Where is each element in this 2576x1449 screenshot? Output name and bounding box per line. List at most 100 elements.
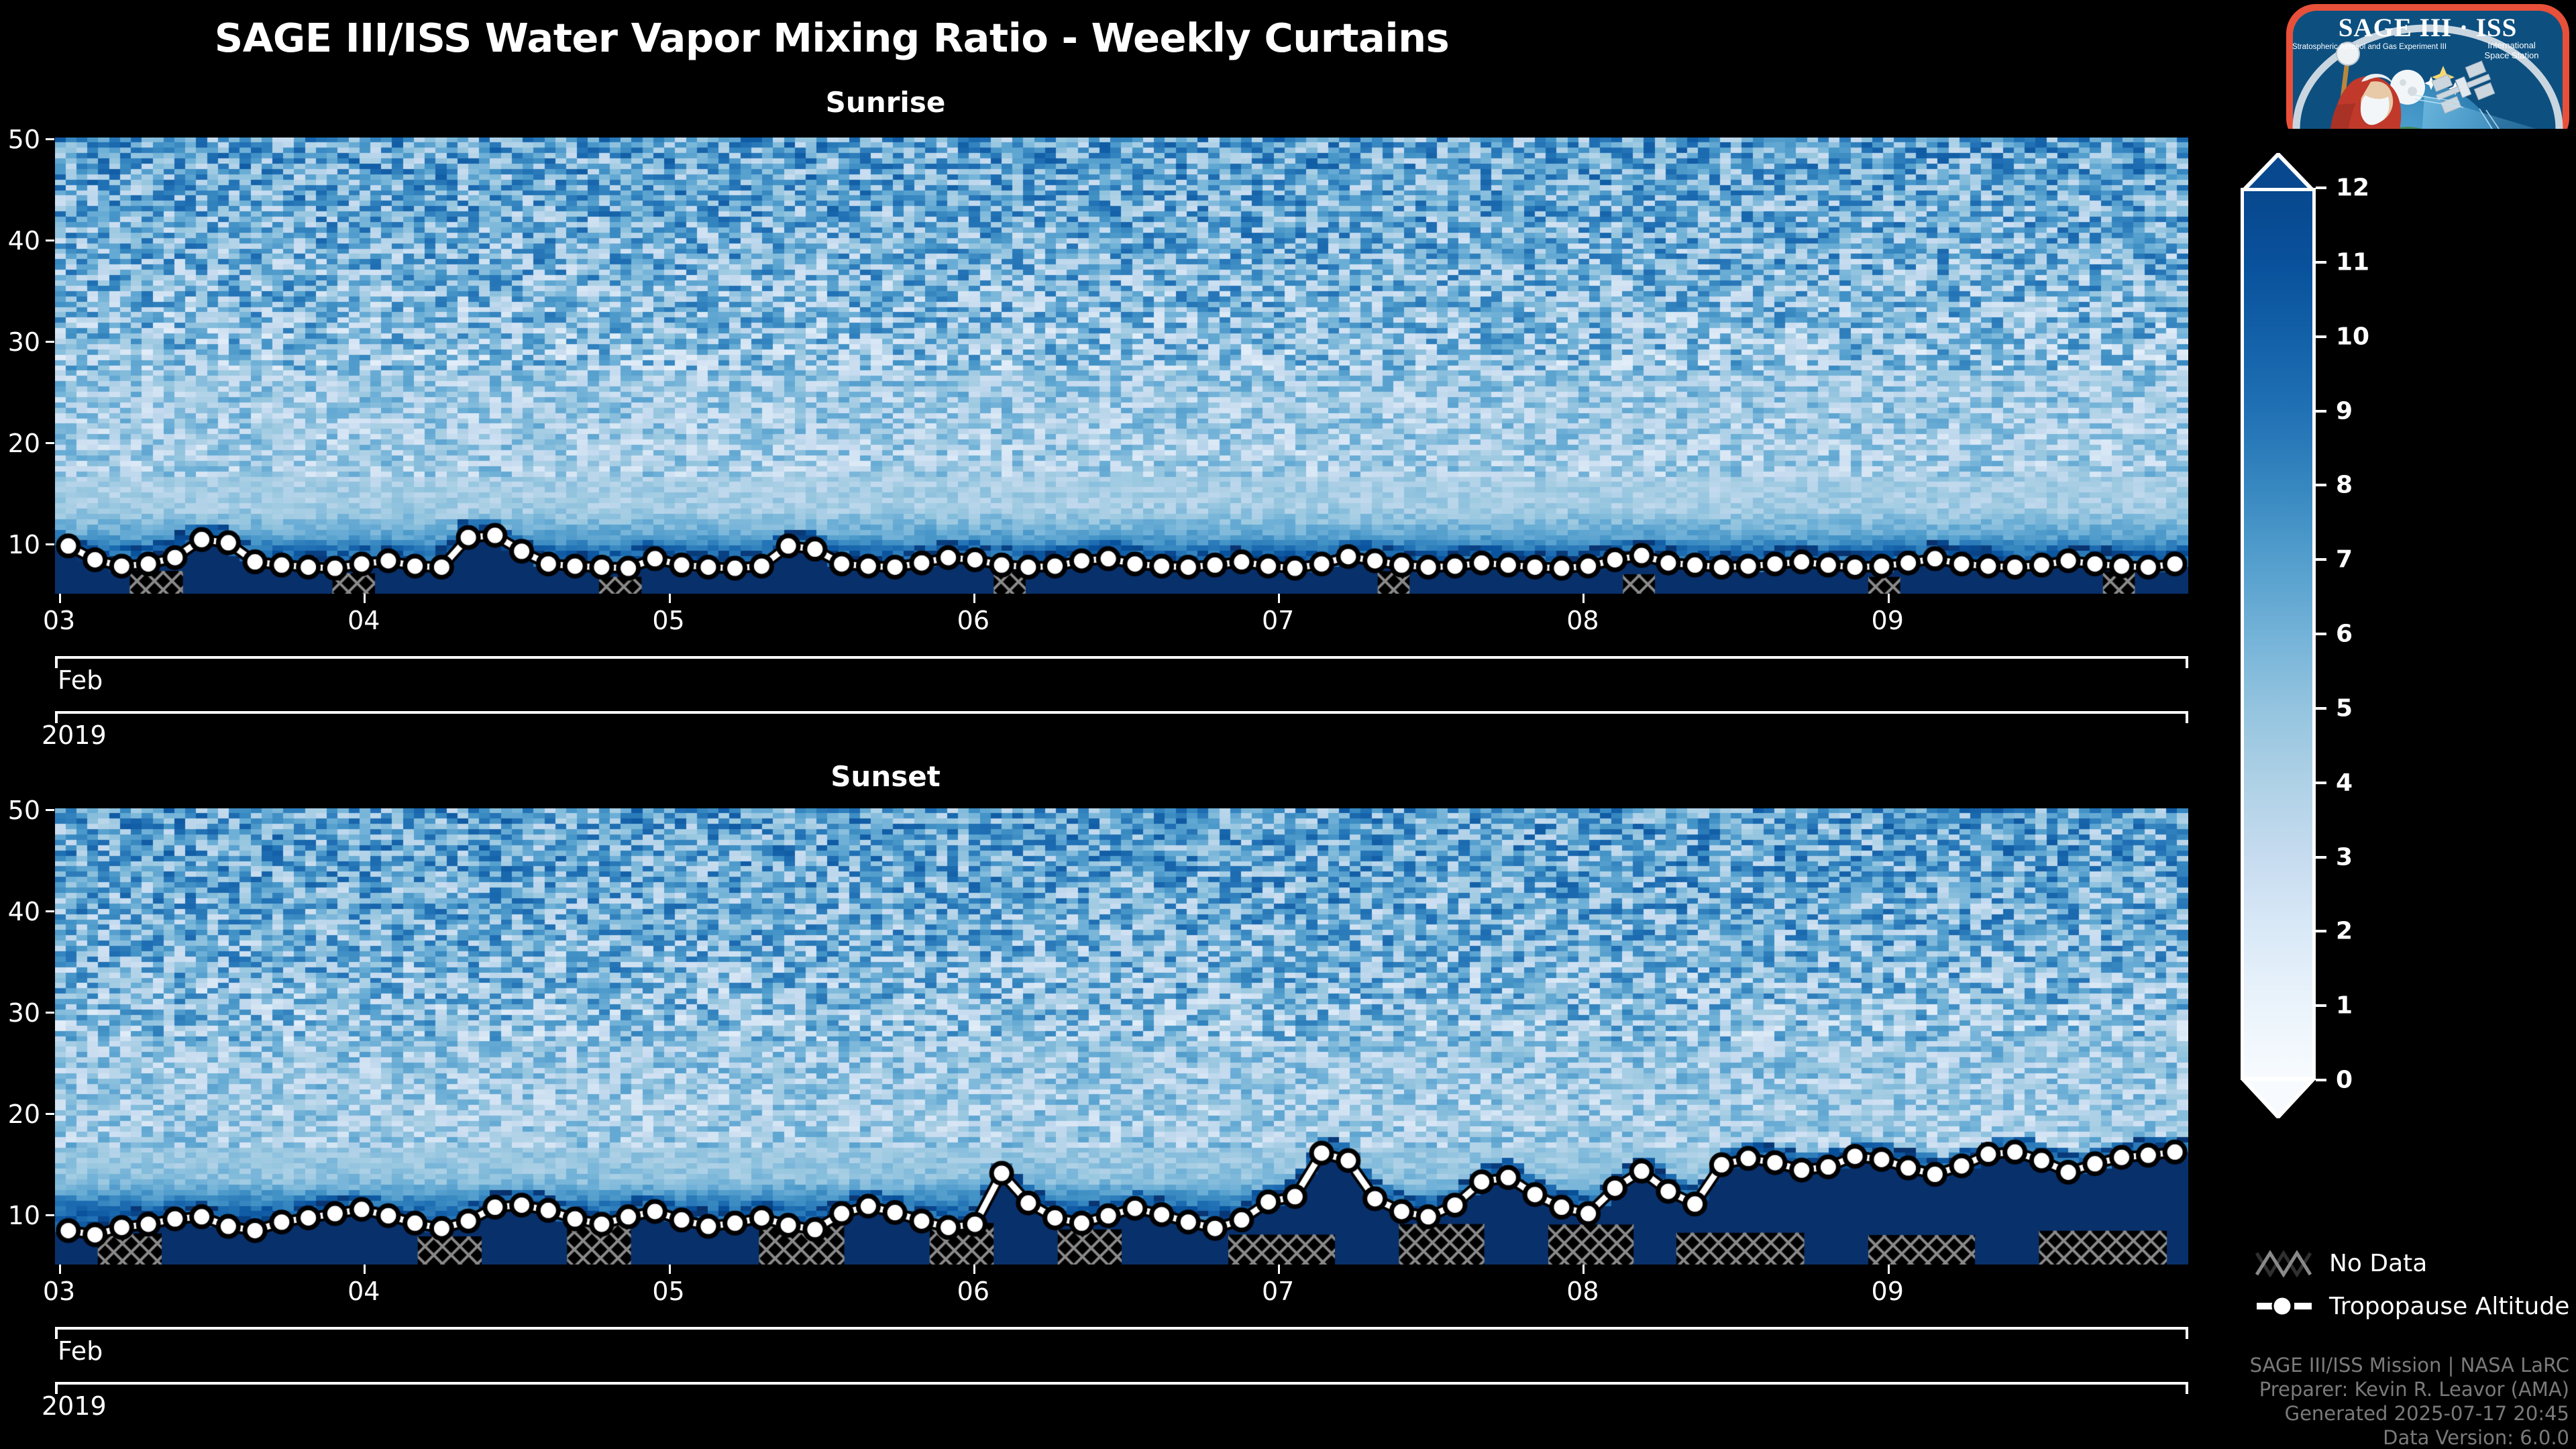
x-tick-mark-09-sunrise [1887,594,1890,603]
y-tick-mark-50-sunrise [46,138,54,140]
y-tick-mark-10-sunrise [46,543,54,545]
colorbar-tick-mark-11 [2316,260,2326,264]
x-tick-label-05-sunrise: 05 [652,606,685,635]
x-tick-label-07-sunrise: 07 [1261,606,1295,635]
sage-iii-iss-mission-patch: BALL · NASA LANGLEY RESEARCH CENTER · AM… [2284,1,2572,148]
credit-line-mission: SAGE III/ISS Mission | NASA LaRC [2249,1354,2569,1377]
colorbar-tick-label-0: 0 [2336,1066,2353,1094]
y-tick-label-20-sunset: 20 [7,1099,40,1129]
x-tick-label-08-sunset: 08 [1566,1277,1599,1306]
x-tick-mark-09-sunset [1887,1265,1890,1274]
year-rule-cap-right-sunset [2186,1382,2188,1394]
heatmap-sunrise [55,138,2188,594]
legend-label-tropopause: Tropopause Altitude [2329,1292,2570,1320]
y-tick-label-20-sunrise: 20 [7,429,40,458]
colorbar-extend-top-icon [2241,153,2316,193]
patch-subtitle-right-2: Space Station [2485,50,2539,60]
y-tick-label-30-sunrise: 30 [7,327,40,357]
colorbar-tick-mark-6 [2316,633,2326,635]
x-tick-label-07-sunset: 07 [1261,1277,1295,1306]
legend-label-no-data: No Data [2329,1249,2428,1277]
hatch-x-icon [2255,1250,2312,1277]
page-title: SAGE III/ISS Water Vapor Mixing Ratio - … [214,15,1450,61]
heatmap-sunset [55,808,2188,1265]
colorbar: 0 1 2 3 4 5 6 7 8 9 10 11 12 [2241,153,2369,1161]
x-tick-mark-08-sunset [1582,1265,1585,1274]
patch-subtitle-left: Stratospheric Aerosol and Gas Experiment… [2292,43,2447,51]
x-tick-label-03-sunrise: 03 [42,606,76,635]
x-tick-label-09-sunrise: 09 [1871,606,1904,635]
colorbar-tick-mark-7 [2316,558,2326,561]
colorbar-tick-label-4: 4 [2336,769,2353,797]
patch-title: SAGE III · ISS [2339,13,2518,42]
colorbar-tick-label-1: 1 [2336,991,2353,1020]
colorbar-tick-label-6: 6 [2336,620,2353,648]
x-tick-label-04-sunrise: 04 [347,606,380,635]
y-tick-label-50-sunset: 50 [7,796,40,825]
colorbar-tick-mark-10 [2316,335,2326,338]
month-rule-cap-right-sunrise [2186,656,2188,668]
month-label-sunrise: Feb [58,665,103,695]
month-rule-cap-left-sunrise [55,656,58,668]
x-tick-mark-04-sunset [364,1265,366,1274]
month-label-sunset: Feb [58,1336,103,1366]
credit-line-preparer: Preparer: Kevin R. Leavor (AMA) [2259,1377,2569,1401]
y-tick-mark-20-sunset [46,1113,54,1115]
y-tick-mark-30-sunrise [46,341,54,343]
x-tick-label-06-sunrise: 06 [957,606,990,635]
y-tick-label-30-sunset: 30 [7,998,40,1028]
x-tick-mark-03-sunset [59,1265,61,1274]
credits-block: SAGE III/ISS Mission | NASA LaRC Prepare… [2250,1354,2569,1449]
colorbar-tick-mark-4 [2316,781,2326,784]
colorbar-tick-mark-5 [2316,706,2326,710]
month-rule-cap-left-sunset [55,1327,58,1339]
credit-line-data-version: Data Version: 6.0.0 [2383,1426,2569,1449]
month-rule-cap-right-sunset [2186,1327,2188,1339]
x-tick-mark-07-sunset [1278,1265,1281,1274]
colorbar-tick-label-8: 8 [2336,471,2353,499]
x-tick-label-05-sunset: 05 [652,1277,685,1306]
x-tick-mark-04-sunrise [364,594,366,603]
y-tick-label-10-sunset: 10 [7,1201,40,1230]
panel-title-sunrise: Sunrise [825,86,946,119]
colorbar-tick-label-5: 5 [2336,694,2353,722]
colorbar-tick-mark-2 [2316,930,2326,933]
colorbar-extend-bottom-icon [2241,1077,2316,1118]
legend-item-tropopause: Tropopause Altitude [2255,1292,2569,1320]
y-tick-mark-30-sunset [46,1012,54,1014]
y-tick-label-50-sunrise: 50 [7,125,40,154]
year-label-sunset: 2019 [42,1391,107,1421]
colorbar-tick-label-7: 7 [2336,545,2353,574]
year-label-sunrise: 2019 [42,720,107,750]
y-tick-label-40-sunset: 40 [7,897,40,926]
marker-line-icon [2257,1295,2312,1317]
x-tick-mark-06-sunset [973,1265,975,1274]
x-tick-mark-05-sunrise [668,594,671,603]
y-tick-mark-40-sunrise [46,239,54,241]
colorbar-tick-mark-3 [2316,855,2326,859]
year-rule-sunset [55,1382,2188,1385]
x-tick-label-03-sunset: 03 [42,1277,76,1306]
y-tick-label-40-sunrise: 40 [7,226,40,256]
colorbar-tick-label-10: 10 [2336,323,2370,351]
y-tick-mark-40-sunset [46,910,54,912]
y-tick-mark-50-sunset [46,809,54,811]
mission-patch-icon: BALL · NASA LANGLEY RESEARCH CENTER · AM… [2286,4,2569,148]
colorbar-gradient [2241,188,2316,1080]
year-rule-cap-left-sunset [55,1382,58,1394]
colorbar-tick-mark-9 [2316,409,2326,413]
colorbar-tick-mark-0 [2316,1079,2326,1081]
x-tick-label-06-sunset: 06 [957,1277,990,1306]
year-rule-cap-right-sunrise [2186,711,2188,723]
panel-title-sunset: Sunset [830,760,941,793]
colorbar-tick-mark-12 [2316,186,2326,189]
year-rule-sunrise [55,711,2188,714]
y-tick-mark-20-sunrise [46,442,54,444]
colorbar-tick-label-9: 9 [2336,397,2353,425]
y-tick-mark-10-sunset [46,1214,54,1216]
x-tick-label-09-sunset: 09 [1871,1277,1904,1306]
x-tick-mark-03-sunrise [59,594,61,603]
y-tick-label-10-sunrise: 10 [7,530,40,559]
colorbar-tick-mark-8 [2316,484,2326,487]
